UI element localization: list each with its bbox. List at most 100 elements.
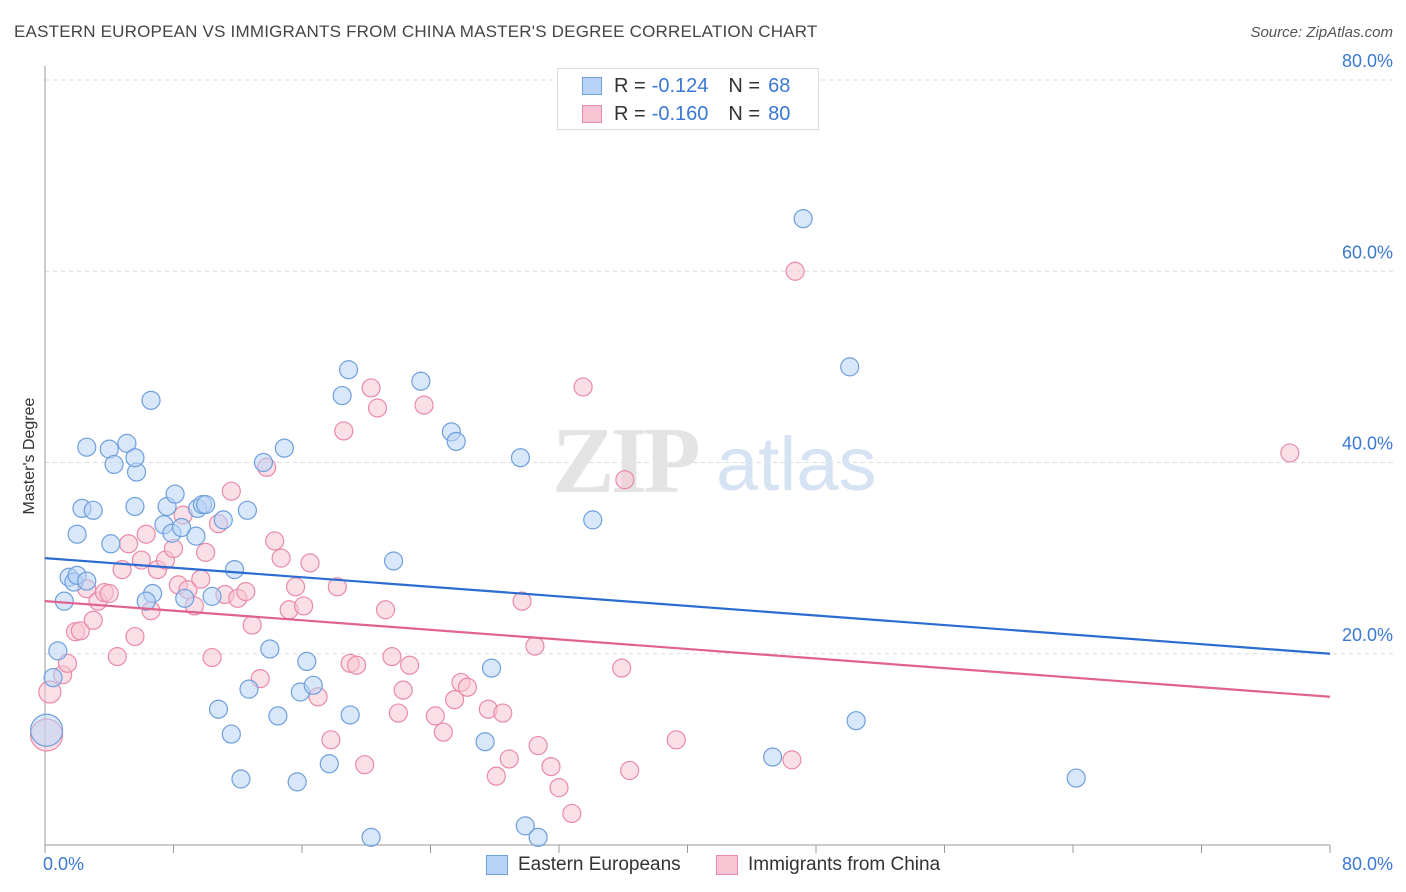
legend-r-value: -0.160 bbox=[651, 102, 709, 125]
y-tick-label: 80.0% bbox=[1342, 51, 1393, 71]
eastern-europeans-point bbox=[411, 371, 431, 391]
eastern-europeans-point bbox=[221, 724, 241, 744]
eastern-europeans-point bbox=[297, 651, 317, 672]
immigrants-from-china-point bbox=[196, 542, 216, 562]
eastern-europeans-point bbox=[125, 496, 145, 517]
eastern-europeans-point bbox=[30, 713, 64, 747]
immigrants-from-china-point bbox=[191, 569, 211, 589]
eastern-europeans-point bbox=[48, 641, 68, 661]
eastern-europeans-point bbox=[175, 588, 195, 608]
grid-lines bbox=[45, 79, 1395, 655]
immigrants-from-china-point bbox=[400, 655, 420, 675]
eastern-europeans-point bbox=[1066, 768, 1086, 788]
immigrants-from-china-point bbox=[499, 749, 519, 769]
immigrants-from-china-point bbox=[382, 647, 402, 667]
immigrants-from-china-point bbox=[666, 730, 686, 750]
legend-r-label: R = bbox=[614, 74, 646, 97]
legend-r-value: -0.124 bbox=[651, 74, 709, 97]
eastern-europeans-point bbox=[260, 639, 280, 659]
watermark-zip: ZIP bbox=[552, 409, 698, 513]
eastern-europeans-point bbox=[481, 658, 502, 678]
immigrants-from-china-point bbox=[612, 658, 632, 678]
eastern-europeans-point bbox=[268, 706, 288, 726]
eastern-europeans-point bbox=[208, 699, 229, 719]
eastern-europeans-point bbox=[338, 360, 359, 380]
legend-n-label: N = bbox=[728, 74, 761, 97]
immigrants-from-china-point bbox=[1280, 443, 1300, 463]
legend-swatch-pink bbox=[582, 105, 602, 123]
y-tick-label: 20.0% bbox=[1342, 625, 1393, 645]
immigrants-from-china-point bbox=[99, 583, 119, 604]
immigrants-from-china-point bbox=[549, 778, 569, 798]
y-tick-label: 60.0% bbox=[1342, 242, 1393, 262]
eastern-europeans-point bbox=[583, 510, 603, 530]
eastern-europeans-point bbox=[67, 524, 87, 544]
immigrants-from-china-point bbox=[118, 534, 139, 554]
immigrants-from-china-point bbox=[334, 421, 354, 441]
x-tick-label-max: 80.0% bbox=[1342, 854, 1393, 874]
eastern-europeans-point bbox=[213, 510, 233, 530]
immigrants-from-china-point bbox=[294, 596, 314, 616]
eastern-europeans-point bbox=[319, 754, 339, 774]
eastern-europeans-point bbox=[475, 732, 495, 752]
watermark-atlas: atlas bbox=[716, 422, 877, 507]
y-tick-label: 40.0% bbox=[1342, 434, 1393, 454]
immigrants-from-china-point bbox=[615, 470, 635, 490]
bottom-legend-swatch-pink bbox=[716, 855, 738, 875]
immigrants-from-china-point bbox=[562, 803, 582, 824]
tick-labels: 20.0% 40.0% 60.0% 80.0% 0.0% 80.0% bbox=[43, 51, 1393, 874]
legend-r-label: R = bbox=[614, 102, 646, 125]
immigrants-from-china-point bbox=[136, 524, 156, 544]
eastern-europeans-point bbox=[77, 437, 97, 457]
immigrants-from-china-point bbox=[375, 600, 396, 620]
eastern-europeans-point bbox=[202, 586, 222, 606]
immigrants-from-china-point bbox=[236, 581, 256, 602]
eastern-europeans-point bbox=[239, 679, 259, 699]
immigrants-from-china-point bbox=[265, 531, 285, 551]
chart-title: EASTERN EUROPEAN VS IMMIGRANTS FROM CHIN… bbox=[14, 22, 818, 41]
immigrants-from-china-point bbox=[486, 766, 506, 786]
immigrants-from-china-point bbox=[361, 378, 381, 398]
immigrants-from-china-point bbox=[300, 553, 320, 573]
immigrants-from-china-point bbox=[83, 610, 103, 630]
eastern-europeans-point bbox=[186, 526, 206, 546]
eastern-europeans-point bbox=[196, 494, 216, 515]
watermark: ZIP atlas bbox=[552, 409, 877, 513]
immigrants-from-china-point bbox=[221, 481, 241, 501]
legend-row-immigrants-from-china: R = -0.160 N = 80 bbox=[582, 101, 790, 127]
eastern-europeans-point bbox=[165, 484, 185, 504]
eastern-europeans-point bbox=[77, 571, 97, 591]
eastern-europeans-point bbox=[253, 452, 274, 473]
bottom-legend-eastern-europeans: Eastern Europeans bbox=[486, 852, 681, 878]
immigrants-from-china-trend-line bbox=[44, 600, 1331, 698]
immigrants-from-china-point bbox=[355, 755, 375, 775]
eastern-europeans-point bbox=[171, 517, 192, 538]
immigrants-from-china-point bbox=[242, 615, 262, 635]
eastern-europeans-point bbox=[43, 668, 63, 688]
legend-n-value: 68 bbox=[768, 74, 791, 97]
immigrants-from-china-point bbox=[493, 703, 513, 723]
eastern-europeans-point bbox=[274, 438, 294, 458]
eastern-europeans-point bbox=[528, 827, 548, 847]
legend-n-label: N = bbox=[728, 102, 761, 125]
immigrants-from-china-point bbox=[125, 626, 145, 647]
legend-row-eastern-europeans: R = -0.124 N = 68 bbox=[582, 73, 790, 99]
immigrants-from-china-point bbox=[541, 756, 561, 777]
immigrants-from-china-point bbox=[285, 577, 306, 597]
trend-lines bbox=[44, 557, 1331, 698]
immigrants-from-china-point bbox=[528, 735, 548, 756]
immigrants-from-china-point bbox=[414, 395, 434, 415]
immigrants-from-china-point bbox=[620, 760, 640, 781]
eastern-europeans-point bbox=[224, 559, 245, 580]
eastern-europeans-point bbox=[83, 500, 103, 520]
eastern-europeans-point bbox=[763, 747, 783, 767]
bottom-legend-label-eastern-europeans: Eastern Europeans bbox=[518, 854, 681, 875]
immigrants-from-china-point bbox=[347, 655, 367, 675]
immigrants-from-china-point bbox=[393, 680, 413, 700]
eastern-europeans-point bbox=[383, 551, 404, 571]
immigrants-from-china-point bbox=[573, 377, 593, 397]
eastern-europeans-point bbox=[237, 500, 257, 520]
x-tick-label-min: 0.0% bbox=[43, 854, 84, 874]
immigrants-from-china-point bbox=[271, 548, 291, 568]
